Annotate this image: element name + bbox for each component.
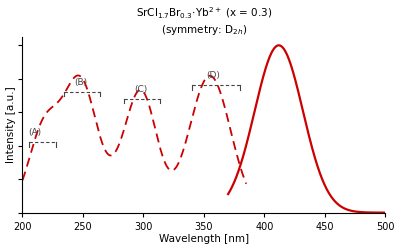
Text: (B): (B) — [74, 78, 87, 87]
X-axis label: Wavelength [nm]: Wavelength [nm] — [159, 234, 249, 244]
Y-axis label: Intensity [a.u.]: Intensity [a.u.] — [6, 86, 16, 163]
Text: (C): (C) — [134, 85, 148, 94]
Text: (D): (D) — [206, 72, 220, 80]
Title: SrCl$_{1.7}$Br$_{0.3}$$\cdot$Yb$^{2+}$ (x = 0.3)
(symmetry: D$_{2h}$): SrCl$_{1.7}$Br$_{0.3}$$\cdot$Yb$^{2+}$ (… — [136, 6, 272, 37]
Text: (A): (A) — [28, 128, 41, 137]
